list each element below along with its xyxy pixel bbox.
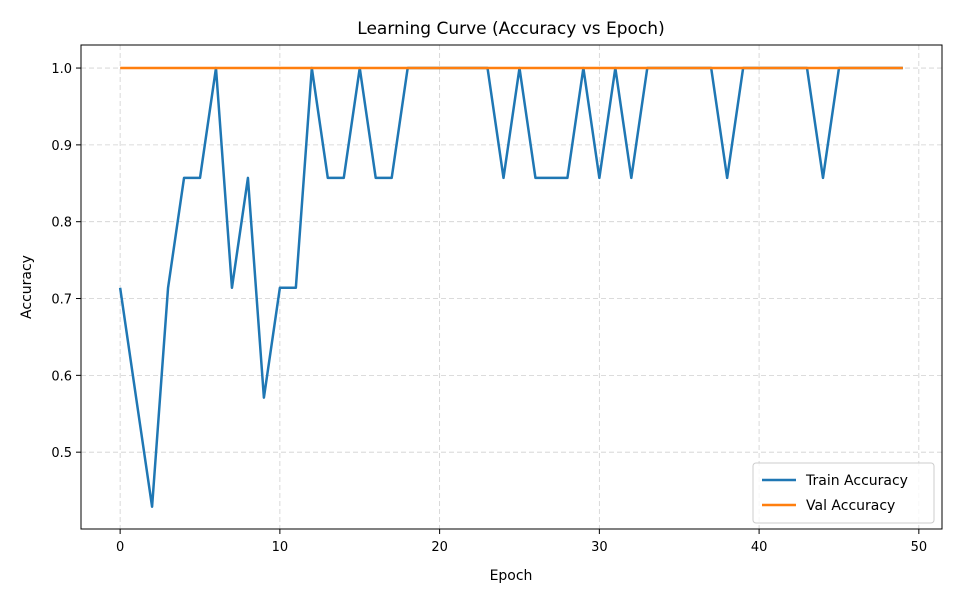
x-tick-label: 30 [591,540,608,555]
x-tick-label: 40 [751,540,768,555]
x-tick-label: 50 [911,540,928,555]
chart-title: Learning Curve (Accuracy vs Epoch) [357,19,664,39]
x-axis-label: Epoch [490,568,533,584]
x-tick-label: 0 [116,540,124,555]
y-tick-label: 0.5 [51,446,72,461]
y-tick-label: 0.9 [51,139,72,154]
y-tick-label: 0.7 [51,293,72,308]
y-axis-label: Accuracy [19,255,35,319]
x-tick-label: 10 [272,540,289,555]
legend-label-val: Val Accuracy [806,498,895,514]
series-layer [118,66,903,508]
x-axis: 0 10 20 30 40 50 [116,529,927,555]
legend-label-train: Train Accuracy [805,473,908,489]
x-tick-label: 20 [431,540,448,555]
y-tick-label: 0.6 [51,369,72,384]
plot-frame [80,44,943,530]
y-tick-label: 1.0 [51,62,72,77]
legend-box [752,462,935,524]
y-tick-label: 0.8 [51,216,72,231]
y-axis: 0.5 0.6 0.7 0.8 0.9 1.0 [51,62,81,461]
legend: Train Accuracy Val Accuracy [752,462,935,524]
